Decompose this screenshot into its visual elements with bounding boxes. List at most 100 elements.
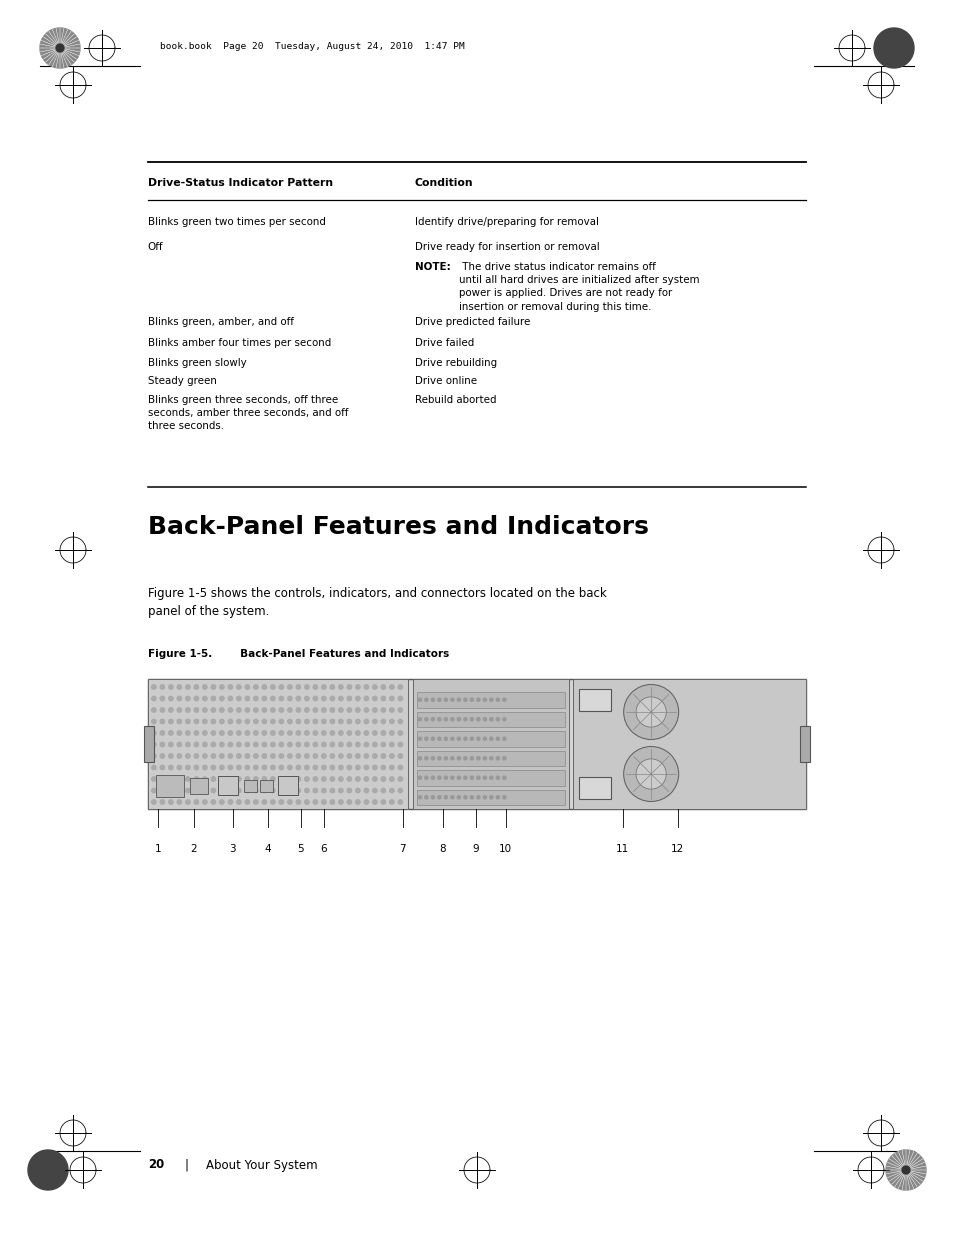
Text: Figure 1-5.: Figure 1-5. — [148, 650, 212, 659]
Circle shape — [194, 731, 198, 735]
Bar — [573, 679, 805, 809]
Circle shape — [496, 795, 499, 799]
Circle shape — [228, 719, 233, 724]
Circle shape — [202, 719, 207, 724]
Circle shape — [313, 788, 317, 793]
Circle shape — [444, 737, 447, 740]
Circle shape — [397, 753, 402, 758]
Circle shape — [470, 757, 473, 760]
Circle shape — [381, 697, 385, 700]
Circle shape — [489, 737, 493, 740]
Circle shape — [271, 684, 274, 689]
Circle shape — [389, 753, 394, 758]
Circle shape — [304, 684, 309, 689]
Bar — [148, 679, 805, 809]
Circle shape — [169, 800, 172, 804]
Circle shape — [338, 800, 343, 804]
Circle shape — [502, 757, 505, 760]
Circle shape — [364, 788, 368, 793]
Circle shape — [355, 800, 359, 804]
Circle shape — [160, 766, 165, 769]
Circle shape — [437, 698, 440, 701]
Circle shape — [338, 766, 343, 769]
Circle shape — [451, 718, 454, 721]
Circle shape — [373, 788, 376, 793]
Circle shape — [186, 753, 190, 758]
Circle shape — [321, 766, 326, 769]
Circle shape — [245, 731, 250, 735]
Circle shape — [169, 742, 172, 747]
Circle shape — [338, 731, 343, 735]
Circle shape — [202, 788, 207, 793]
Circle shape — [330, 766, 335, 769]
Circle shape — [451, 795, 454, 799]
Circle shape — [169, 753, 172, 758]
Circle shape — [236, 708, 241, 713]
Text: Blinks green slowly: Blinks green slowly — [148, 358, 247, 368]
Circle shape — [355, 684, 359, 689]
Circle shape — [364, 697, 368, 700]
Circle shape — [194, 684, 198, 689]
Circle shape — [304, 753, 309, 758]
Circle shape — [347, 800, 352, 804]
Circle shape — [476, 757, 479, 760]
Circle shape — [431, 776, 434, 779]
Circle shape — [451, 776, 454, 779]
Circle shape — [424, 757, 428, 760]
Circle shape — [219, 800, 224, 804]
Text: 4: 4 — [264, 844, 271, 853]
Circle shape — [262, 731, 266, 735]
Circle shape — [152, 719, 156, 724]
Circle shape — [397, 742, 402, 747]
Circle shape — [364, 708, 368, 713]
Circle shape — [228, 684, 233, 689]
Circle shape — [177, 684, 181, 689]
Circle shape — [431, 757, 434, 760]
Circle shape — [373, 766, 376, 769]
Circle shape — [456, 795, 460, 799]
Text: 10: 10 — [498, 844, 512, 853]
Circle shape — [228, 777, 233, 782]
Circle shape — [456, 757, 460, 760]
Text: 12: 12 — [671, 844, 684, 853]
Circle shape — [424, 776, 428, 779]
Circle shape — [279, 697, 283, 700]
Circle shape — [236, 777, 241, 782]
Circle shape — [177, 753, 181, 758]
Circle shape — [160, 753, 165, 758]
Circle shape — [355, 766, 359, 769]
Bar — [413, 679, 569, 809]
Circle shape — [417, 776, 421, 779]
Circle shape — [262, 788, 266, 793]
Circle shape — [253, 777, 258, 782]
Circle shape — [253, 742, 258, 747]
Polygon shape — [885, 1150, 925, 1191]
Circle shape — [313, 719, 317, 724]
Text: 9: 9 — [472, 844, 478, 853]
Circle shape — [177, 731, 181, 735]
Circle shape — [160, 800, 165, 804]
Text: The drive status indicator remains off
until all hard drives are initialized aft: The drive status indicator remains off u… — [458, 262, 699, 311]
Circle shape — [152, 731, 156, 735]
Circle shape — [397, 708, 402, 713]
Circle shape — [463, 718, 466, 721]
Circle shape — [489, 698, 493, 701]
Circle shape — [177, 708, 181, 713]
Text: 7: 7 — [399, 844, 406, 853]
Circle shape — [219, 742, 224, 747]
Circle shape — [364, 800, 368, 804]
Circle shape — [330, 719, 335, 724]
Text: book.book  Page 20  Tuesday, August 24, 2010  1:47 PM: book.book Page 20 Tuesday, August 24, 20… — [160, 42, 464, 51]
Circle shape — [502, 795, 505, 799]
Circle shape — [437, 776, 440, 779]
Circle shape — [502, 737, 505, 740]
Circle shape — [496, 718, 499, 721]
Bar — [217, 776, 237, 795]
Circle shape — [211, 708, 215, 713]
Circle shape — [211, 731, 215, 735]
Circle shape — [152, 697, 156, 700]
Bar — [416, 692, 564, 708]
Circle shape — [463, 737, 466, 740]
Circle shape — [470, 737, 473, 740]
Circle shape — [219, 753, 224, 758]
